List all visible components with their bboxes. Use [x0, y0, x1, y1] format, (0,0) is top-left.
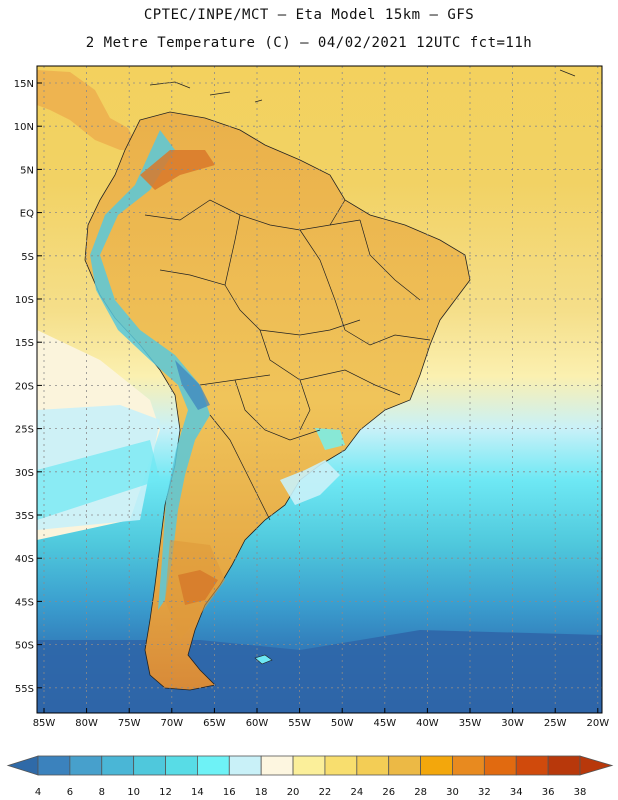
colorbar-label: 12: [159, 787, 172, 798]
lat-tick-label: 25S: [15, 425, 34, 436]
lon-tick-label: 80W: [75, 718, 98, 729]
colorbar-swatch: [547, 755, 581, 776]
lat-tick-label: 50S: [15, 641, 34, 652]
lat-tick-label: 5S: [21, 252, 34, 263]
lat-tick-label: 30S: [15, 468, 34, 479]
colorbar-swatch: [37, 755, 71, 776]
colorbar-label: 4: [35, 787, 41, 798]
lat-tick-label: 55S: [15, 684, 34, 695]
andes-cold-ridge: [90, 130, 210, 610]
colorbar-label: 14: [191, 787, 204, 798]
colorbar-label: 8: [99, 787, 105, 798]
lon-tick-label: 45W: [373, 718, 396, 729]
lat-tick-label: 15N: [14, 79, 34, 90]
lon-tick-label: 75W: [118, 718, 141, 729]
colorbar-label: 16: [223, 787, 236, 798]
hot-venezuela: [140, 150, 215, 190]
colorbar-swatch: [228, 755, 262, 776]
lat-tick-label: 10S: [15, 295, 34, 306]
lon-tick-label: 55W: [288, 718, 311, 729]
country-borders: [144, 199, 431, 521]
colorbar-swatch: [388, 755, 421, 776]
lat-tick-label: 5N: [20, 165, 34, 176]
colorbar-swatch: [197, 755, 230, 776]
lat-tick-label: 15S: [15, 338, 34, 349]
colorbar-max-arrow: [579, 755, 614, 776]
colorbar-label: 36: [542, 787, 555, 798]
cool-uruguay: [280, 460, 340, 505]
colorbar-label: 18: [255, 787, 268, 798]
colorbar-swatch: [292, 755, 326, 776]
lat-tick-label: 20S: [15, 381, 34, 392]
falkland-islands: [254, 654, 273, 665]
plot-frame: [36, 65, 603, 714]
lat-tick-label: 35S: [15, 511, 34, 522]
lat-tick-label: 40S: [15, 554, 34, 565]
colorbar-label: 34: [510, 787, 523, 798]
colorbar-label: 30: [446, 787, 459, 798]
colorbar-swatch: [69, 755, 103, 776]
lon-tick-label: 65W: [203, 718, 226, 729]
pacific-teal-zone: [37, 440, 160, 520]
colorbar-swatch: [324, 755, 358, 776]
colorbar-label: 32: [478, 787, 491, 798]
lon-tick-label: 60W: [246, 718, 269, 729]
central-america-land: [37, 70, 140, 150]
lon-tick-label: 50W: [331, 718, 354, 729]
colorbar-label: 20: [287, 787, 300, 798]
lon-tick-label: 85W: [33, 718, 56, 729]
graticule: [37, 66, 602, 713]
colorbar-swatch: [260, 755, 294, 776]
colorbar-swatch: [515, 755, 549, 776]
lon-tick-label: 70W: [160, 718, 183, 729]
colorbar-swatch: [165, 755, 198, 776]
title-line-2: 2 Metre Temperature (C) – 04/02/2021 12U…: [85, 35, 533, 51]
colorbar-label: 6: [67, 787, 73, 798]
lon-tick-label: 40W: [416, 718, 439, 729]
lon-tick-label: 20W: [586, 718, 609, 729]
andes-high-peaks: [175, 360, 210, 410]
cool-parana: [315, 428, 345, 450]
lat-tick-label: EQ: [20, 209, 34, 220]
colorbar-swatch: [420, 755, 453, 776]
colorbar-label: 28: [414, 787, 427, 798]
colorbar-swatch: [101, 755, 135, 776]
colorbar-swatch: [356, 755, 390, 776]
lat-tick-label: 45S: [15, 597, 34, 608]
longitude-ticks: 85W 80W 75W 70W 65W 60W 55W 50W 45W 40W 35W 30W 25W 2…: [33, 708, 609, 729]
latitude-ticks: 15N 10N 5N EQ 5S 10S 15S 20S 25S 30S 35S 40S 45S 50S 5…: [14, 79, 42, 695]
colorbar-min-arrow: [6, 755, 39, 776]
colorbar-label: 24: [350, 787, 363, 798]
warm-patagonia: [165, 540, 225, 640]
colorbar-swatch: [483, 755, 517, 776]
colorbar-swatch: [452, 755, 485, 776]
colorbar-label: 22: [319, 787, 332, 798]
colorbar-label: 10: [127, 787, 140, 798]
lon-tick-label: 25W: [544, 718, 567, 729]
lat-tick-label: 10N: [14, 122, 34, 133]
lon-tick-label: 30W: [501, 718, 524, 729]
caribbean-islands: [149, 69, 576, 103]
colorbar-label: 26: [382, 787, 395, 798]
title-line-1: CPTEC/INPE/MCT – Eta Model 15km – GFS: [143, 7, 475, 23]
colorbar-label: 38: [574, 787, 587, 798]
colorbar-swatch: [133, 755, 166, 776]
lon-tick-label: 35W: [459, 718, 482, 729]
